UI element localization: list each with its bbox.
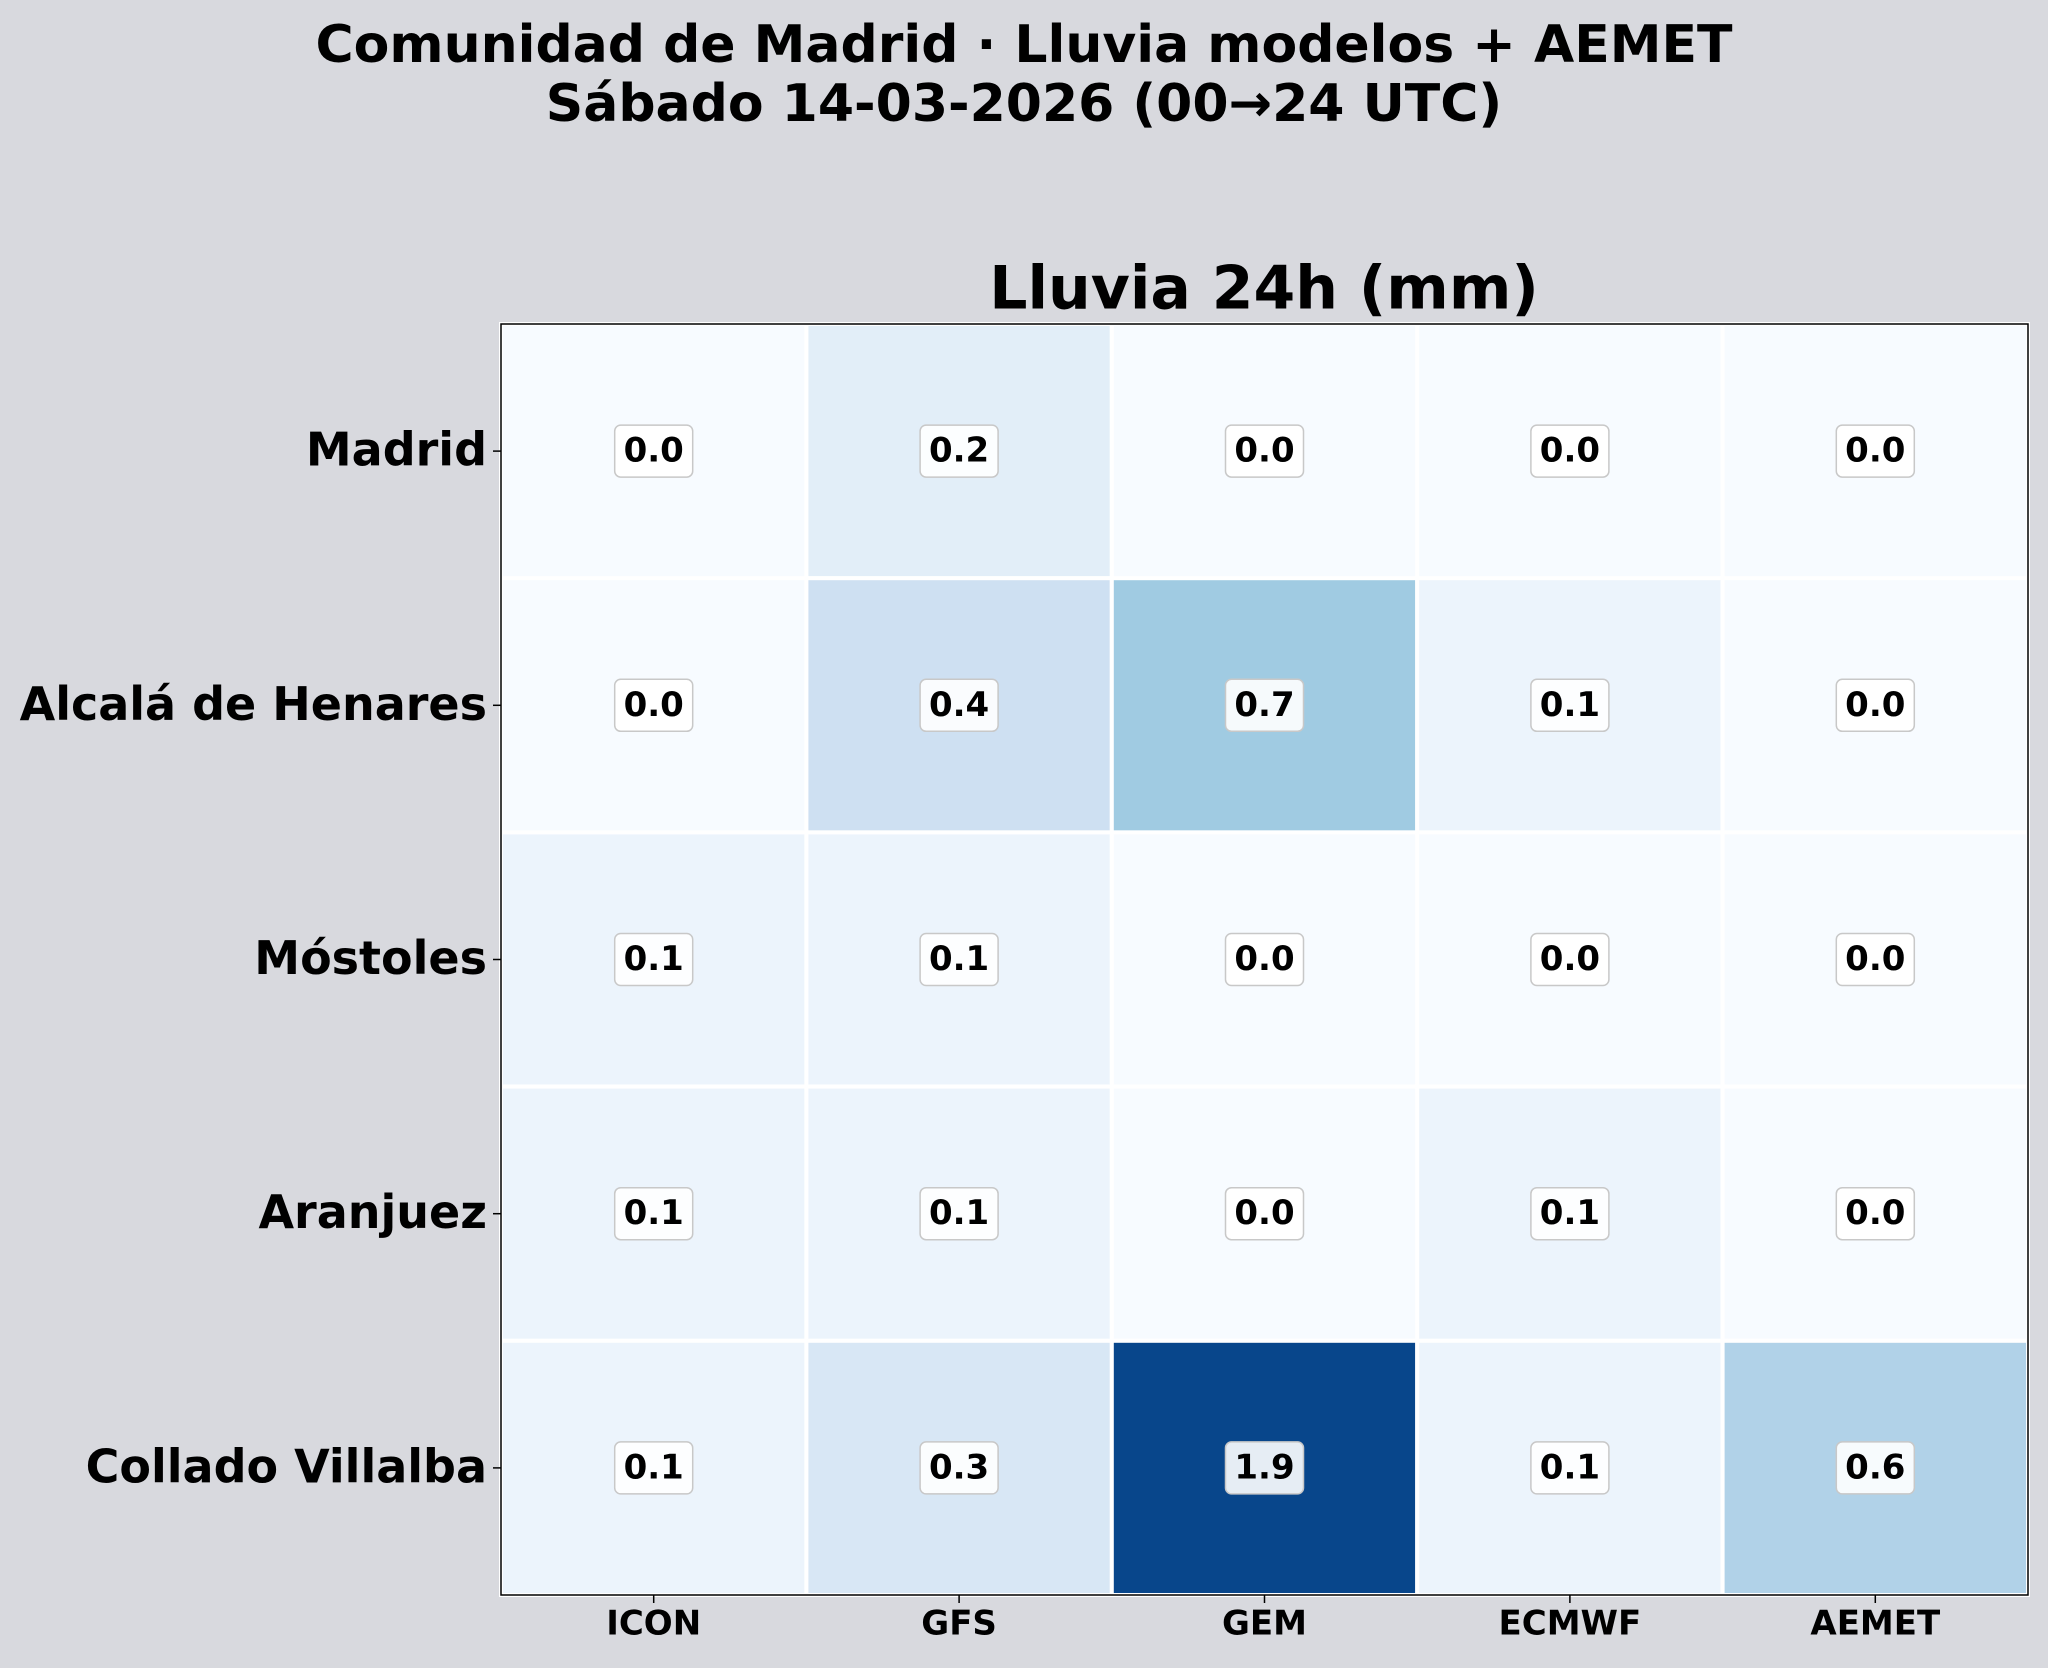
value-label: 0.0 [624,431,684,471]
value-label-box [919,932,999,987]
value-label: 0.1 [929,1193,989,1233]
value-label-box [613,424,694,478]
value-label: 0.0 [1234,939,1294,979]
value-label-box [1835,678,1916,733]
value-label: 0.7 [1234,685,1294,725]
value-label: 0.1 [624,1193,684,1233]
value-label: 0.1 [624,939,684,979]
suptitle-line: Sábado 14-03-2026 (00→24 UTC) [546,74,1502,134]
chart-title: Lluvia 24h (mm) [989,254,1539,324]
value-label-box [919,678,999,733]
value-label: 0.0 [1845,939,1905,979]
value-label: 0.4 [929,685,989,725]
value-label-box [1530,678,1610,733]
value-label-box [919,1186,999,1241]
value-label: 0.0 [1845,685,1905,725]
value-label-box [1224,678,1305,733]
value-label: 0.1 [1540,685,1600,725]
value-label: 0.1 [929,939,989,979]
y-tick-label: Alcalá de Henares [20,677,487,731]
value-label: 0.1 [1540,1447,1600,1487]
value-label-box [613,932,694,987]
value-label: 0.1 [1540,1193,1600,1233]
x-tick-label: GFS [921,1604,997,1644]
value-label-box [1224,1441,1305,1495]
value-label: 0.0 [1234,431,1294,471]
plot-area: 0.0 0.2 0.0 0.0 0.0 0.0 0.4 0.7 0.1 0.0 0.1 0.1 0.0 0… [20,322,2030,1644]
x-tick-label: ICON [606,1604,701,1644]
value-label-box [1224,1186,1305,1241]
value-label-box [613,1441,694,1495]
x-tick-label: AEMET [1810,1604,1941,1644]
value-label: 0.0 [1234,1193,1294,1233]
value-label-box [919,424,999,478]
value-label-box [613,678,694,733]
value-label-box [1224,424,1305,478]
value-label: 1.9 [1234,1447,1294,1487]
y-tick-label: Móstoles [254,931,487,985]
value-label: 0.0 [1845,1193,1905,1233]
value-label: 0.0 [624,685,684,725]
value-label-box [1530,1186,1610,1241]
value-label-box [919,1441,999,1495]
value-label-box [1835,932,1916,987]
y-tick-label: Aranjuez [258,1185,487,1239]
value-label-box [1530,932,1610,987]
y-tick-label: Collado Villalba [86,1439,487,1493]
value-label: 0.2 [929,431,989,471]
value-label: 0.6 [1845,1447,1905,1487]
value-label: 0.0 [1845,431,1905,471]
value-label-box [1224,932,1305,987]
value-label-box [1530,424,1610,478]
value-label-box [1835,1441,1916,1495]
value-label: 0.3 [929,1447,989,1487]
value-label-box [1835,1186,1916,1241]
x-tick-label: GEM [1222,1604,1307,1644]
value-label-box [1835,424,1916,478]
value-label-box [613,1186,694,1241]
x-tick-label: ECMWF [1499,1604,1642,1644]
value-label: 0.1 [624,1447,684,1487]
value-label-box [1530,1441,1610,1495]
suptitle-line: Comunidad de Madrid · Lluvia modelos + A… [316,15,1733,75]
y-tick-label: Madrid [306,423,487,477]
value-label: 0.0 [1540,939,1600,979]
value-label: 0.0 [1540,431,1600,471]
